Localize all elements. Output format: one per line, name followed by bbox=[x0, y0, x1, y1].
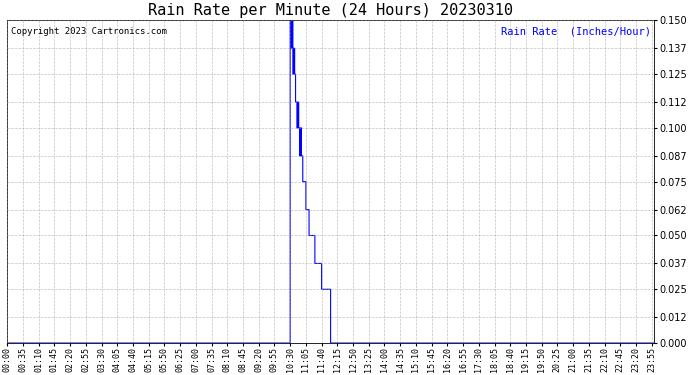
Text: Copyright 2023 Cartronics.com: Copyright 2023 Cartronics.com bbox=[10, 27, 166, 36]
Text: Rain Rate  (Inches/Hour): Rain Rate (Inches/Hour) bbox=[501, 27, 651, 37]
Title: Rain Rate per Minute (24 Hours) 20230310: Rain Rate per Minute (24 Hours) 20230310 bbox=[148, 3, 513, 18]
